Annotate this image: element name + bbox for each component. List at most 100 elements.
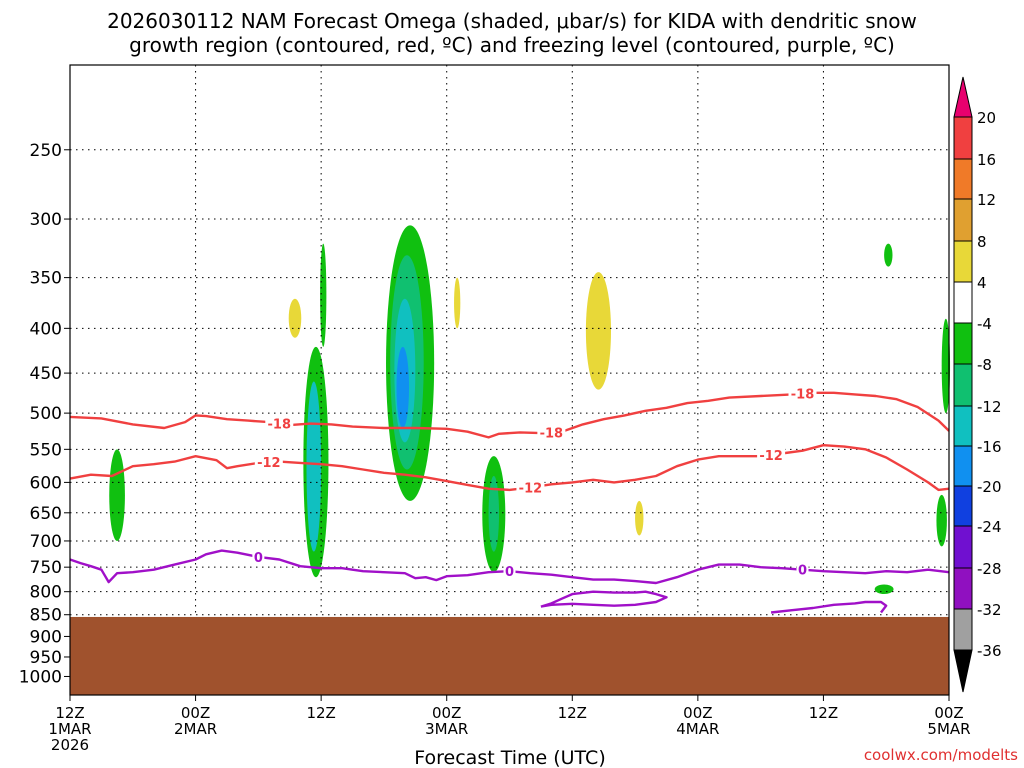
chart-title-line2: growth region (contoured, red, ºC) and f… bbox=[129, 33, 895, 57]
xtick-label-12-0: 00Z bbox=[181, 704, 210, 722]
isotherm-zero-surface bbox=[770, 600, 888, 614]
plot-frame bbox=[69, 64, 950, 696]
omega-cell-d4-23z-lower bbox=[936, 494, 947, 547]
colorbar-label-9: -20 bbox=[977, 478, 1002, 496]
ytick-label-400: 400 bbox=[30, 319, 62, 339]
contour-layer: -18 -18 -18 -12 -12 -12 0 0 0 bbox=[69, 385, 950, 614]
xtick-label-36-0: 00Z bbox=[432, 704, 461, 722]
colorbar: 20 16 12 8 4 -4 -8 -12 -16 -20 -24 -28 -32 -36 bbox=[953, 76, 1002, 693]
xtick-label-84-1: 5MAR bbox=[927, 720, 970, 738]
colorbar-swatch-6 bbox=[953, 363, 973, 407]
colorbar-label-2: 12 bbox=[977, 191, 996, 209]
isotherm-minus-18 bbox=[69, 391, 950, 439]
isotherm-zero-label-bg bbox=[796, 561, 809, 578]
isotherm-minus-18-label: -18 bbox=[791, 388, 815, 403]
colorbar-swatch-0 bbox=[953, 116, 973, 160]
plot-area: -18 -18 -18 -12 -12 -12 0 0 0 bbox=[69, 64, 951, 696]
credit-text: coolwx.com/modelts bbox=[864, 746, 1018, 764]
omega-cell-d3-03z-teal bbox=[488, 476, 500, 552]
isotherm-minus-12 bbox=[69, 444, 950, 492]
ytick-label-1000: 1000 bbox=[19, 667, 62, 687]
ytick-label-900: 900 bbox=[30, 627, 62, 647]
omega-cell-d1-06z bbox=[109, 449, 125, 541]
colorbar-swatch-1 bbox=[953, 158, 973, 200]
isotherm-zero-label-bg bbox=[252, 548, 265, 565]
ytick-label-300: 300 bbox=[30, 210, 62, 230]
isotherm-zero-low bbox=[540, 590, 668, 608]
colorbar-label-8: -16 bbox=[977, 438, 1002, 456]
terrain-fill bbox=[70, 616, 949, 695]
xtick-label-60-1: 4MAR bbox=[676, 720, 719, 738]
xtick-label-84-0: 00Z bbox=[934, 704, 963, 722]
xtick-label-36-1: 3MAR bbox=[425, 720, 468, 738]
colorbar-label-13: -36 bbox=[977, 642, 1002, 660]
colorbar-swatch-3 bbox=[953, 240, 973, 283]
ytick-label-500: 500 bbox=[30, 404, 62, 424]
isotherm-zero-label: 0 bbox=[505, 565, 514, 580]
colorbar-swatch-4 bbox=[953, 281, 973, 324]
colorbar-label-3: 8 bbox=[977, 233, 987, 251]
isotherm-minus-12-label: -12 bbox=[257, 456, 281, 471]
colorbar-swatch-9 bbox=[953, 485, 973, 527]
isotherm-zero-label: 0 bbox=[254, 551, 263, 566]
colorbar-label-11: -28 bbox=[977, 560, 1002, 578]
isotherm-minus-12-label-bg bbox=[254, 454, 283, 471]
omega-cell-d3-13z-yellow bbox=[585, 272, 612, 390]
xtick-label-0-0: 12Z bbox=[55, 704, 84, 722]
omega-cell-d1-12z-core bbox=[306, 381, 322, 552]
isotherm-minus-12-label-bg bbox=[757, 446, 786, 463]
omega-cell-d4-17z-low bbox=[874, 584, 894, 595]
isotherm-zero-label: 0 bbox=[798, 564, 807, 579]
ytick-label-850: 850 bbox=[30, 606, 62, 626]
omega-cell-d4-23z-upper bbox=[941, 318, 951, 414]
ytick-label-600: 600 bbox=[30, 473, 62, 493]
colorbar-label-1: 16 bbox=[977, 151, 996, 169]
xtick-label-60-0: 00Z bbox=[683, 704, 712, 722]
colorbar-swatch-12 bbox=[953, 608, 973, 651]
colorbar-label-4: 4 bbox=[977, 274, 987, 292]
ytick-label-800: 800 bbox=[30, 583, 62, 603]
isotherm-minus-18-label-bg bbox=[537, 424, 566, 441]
colorbar-label-10: -24 bbox=[977, 518, 1002, 536]
omega-cell-d4-17z-top bbox=[884, 243, 893, 267]
omega-shading-layer bbox=[109, 225, 951, 595]
ytick-label-550: 550 bbox=[30, 440, 62, 460]
colorbar-swatch-5 bbox=[953, 322, 973, 365]
colorbar-swatch-2 bbox=[953, 198, 973, 242]
isotherm-minus-12-label: -12 bbox=[759, 449, 783, 464]
colorbar-swatch-7 bbox=[953, 405, 973, 447]
omega-cell-d2-22z-yellow bbox=[454, 277, 461, 329]
x-axis-label: Forecast Time (UTC) bbox=[414, 747, 605, 768]
omega-cell-d1-10z-yellow bbox=[288, 298, 302, 338]
ytick-label-950: 950 bbox=[30, 648, 62, 668]
ytick-label-250: 250 bbox=[30, 141, 62, 161]
colorbar-label-5: -4 bbox=[977, 315, 992, 333]
xtick-label-0-2: 2026 bbox=[51, 736, 89, 754]
omega-cell-d2-21z-blue bbox=[396, 346, 410, 429]
isotherm-minus-18-label: -18 bbox=[268, 418, 292, 433]
ytick-label-700: 700 bbox=[30, 532, 62, 552]
colorbar-label-7: -12 bbox=[977, 398, 1002, 416]
xtick-label-72-0: 12Z bbox=[809, 704, 838, 722]
colorbar-bottom-arrow bbox=[953, 649, 973, 693]
colorbar-top-arrow bbox=[953, 76, 973, 118]
isotherm-minus-12-label-bg bbox=[516, 479, 545, 496]
xtick-label-12-1: 2MAR bbox=[174, 720, 217, 738]
omega-cell-d1-12z-top bbox=[320, 243, 327, 347]
isotherm-minus-18-label-bg bbox=[788, 385, 817, 402]
plot-background bbox=[70, 65, 949, 695]
ytick-label-750: 750 bbox=[30, 558, 62, 578]
colorbar-swatch-11 bbox=[953, 567, 973, 610]
ytick-label-450: 450 bbox=[30, 364, 62, 384]
isotherm-zero bbox=[69, 549, 950, 585]
xtick-label-48-0: 12Z bbox=[558, 704, 587, 722]
y-axis-ticks: 2503003504004505005506006507007508008509… bbox=[19, 141, 70, 687]
xtick-label-24-0: 12Z bbox=[306, 704, 335, 722]
ytick-label-350: 350 bbox=[30, 269, 62, 289]
colorbar-label-12: -32 bbox=[977, 601, 1002, 619]
colorbar-label-6: -8 bbox=[977, 356, 992, 374]
colorbar-swatch-8 bbox=[953, 445, 973, 487]
isotherm-minus-18-label: -18 bbox=[540, 426, 564, 441]
